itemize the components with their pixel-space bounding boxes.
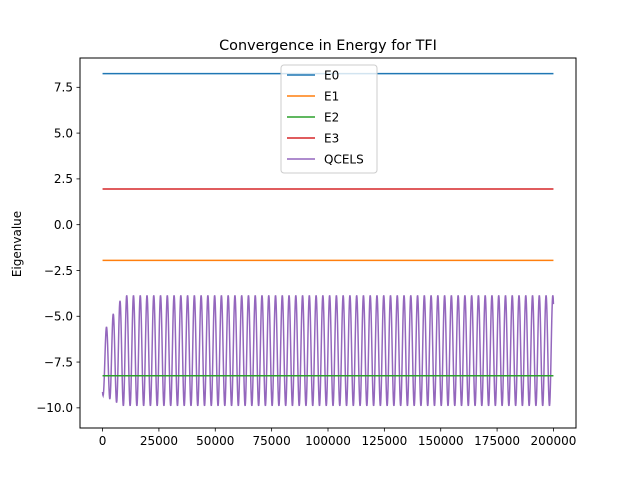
legend-label-e1: E1 bbox=[324, 89, 339, 103]
y-tick-label: 5.0 bbox=[54, 126, 73, 140]
series-line-qcels bbox=[101, 295, 555, 407]
legend-box bbox=[280, 64, 378, 174]
legend-label-qcels: QCELS bbox=[324, 152, 364, 166]
y-tick-label: 0.0 bbox=[54, 218, 73, 232]
y-tick-label: −10.0 bbox=[36, 401, 73, 415]
y-tick-label: −5.0 bbox=[44, 310, 73, 324]
x-tick-label: 0 bbox=[99, 434, 107, 448]
plot-area bbox=[101, 72, 555, 407]
x-tick-label: 75000 bbox=[253, 434, 291, 448]
x-tick-label: 150000 bbox=[418, 434, 464, 448]
x-tick-label: 25000 bbox=[140, 434, 178, 448]
x-tick-label: 100000 bbox=[305, 434, 351, 448]
legend-label-e2: E2 bbox=[324, 110, 339, 124]
y-axis: −10.0 −7.5 −5.0 −2.5 0.0 2.5 5.0 7.5 bbox=[36, 81, 80, 415]
legend-label-e0: E0 bbox=[324, 68, 339, 82]
legend-label-e3: E3 bbox=[324, 131, 339, 145]
y-axis-label: Eigenvalue bbox=[10, 211, 24, 277]
y-tick-label: 2.5 bbox=[54, 172, 73, 186]
x-tick-label: 50000 bbox=[196, 434, 234, 448]
legend: E0 E1 E2 E3 QCELS bbox=[280, 64, 378, 174]
y-tick-label: 7.5 bbox=[54, 81, 73, 95]
y-tick-label: −7.5 bbox=[44, 355, 73, 369]
x-tick-label: 125000 bbox=[361, 434, 407, 448]
y-tick-label: −2.5 bbox=[44, 264, 73, 278]
x-axis: 0 25000 50000 75000 100000 125000 150000 175000… bbox=[99, 428, 577, 448]
x-tick-label: 175000 bbox=[474, 434, 520, 448]
x-tick-label: 200000 bbox=[531, 434, 577, 448]
chart-title: Convergence in Energy for TFI bbox=[219, 38, 437, 54]
